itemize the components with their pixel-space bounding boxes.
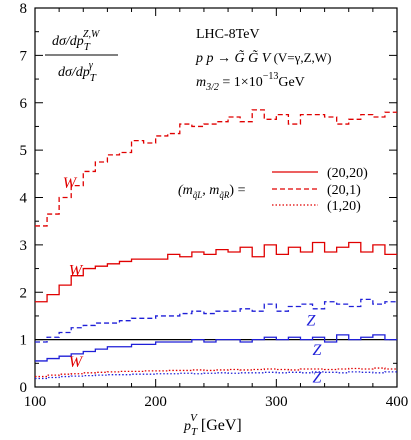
y-tick-label: 6: [20, 96, 28, 112]
y-tick-label: 0: [20, 380, 28, 396]
curve-label: Z: [313, 369, 323, 386]
annotation-block: LHC-8TeV p p → G̃ G̃ V (V=γ,Z,W) m3/2 = …: [195, 27, 331, 93]
curve-label: W: [69, 354, 84, 371]
legend-label-dotted: (1,20): [327, 199, 361, 214]
legend: (mq̃L, mq̃R) = (20,20) (20,1) (1,20): [178, 166, 368, 214]
svg-text:m3/2 = 1×10−13GeV: m3/2 = 1×10−13GeV: [196, 71, 305, 93]
svg-text:pTV [GeV]: pTV [GeV]: [183, 412, 242, 438]
y-tick-label: 3: [20, 238, 28, 254]
svg-text:(mq̃L, mq̃R) =: (mq̃L, mq̃R) =: [178, 183, 246, 200]
x-tick-label: 300: [265, 394, 288, 410]
svg-text:LHC-8TeV: LHC-8TeV: [196, 27, 260, 42]
series-line: [35, 241, 397, 303]
y-tick-label: 1: [20, 333, 28, 349]
svg-text:dσ/dpTγ: dσ/dpTγ: [58, 60, 97, 84]
curve-label: W: [69, 263, 84, 280]
x-tick-label: 200: [144, 394, 167, 410]
x-axis-label: pTV [GeV]: [183, 412, 242, 438]
y-tick-label: 5: [20, 143, 28, 159]
x-tick-label: 100: [24, 394, 47, 410]
legend-label-dashed: (20,1): [327, 183, 361, 198]
curve-label: Z: [307, 312, 317, 329]
series-line: [35, 334, 397, 362]
series-line: [35, 371, 397, 380]
y-tick-label: 8: [20, 1, 28, 17]
y-tick-label: 7: [20, 48, 28, 64]
x-tick-label: 400: [386, 394, 409, 410]
curve-label: Z: [313, 342, 323, 359]
series-line: [35, 298, 397, 343]
y-axis-label: dσ/dpTZ,W dσ/dpTγ: [45, 29, 118, 84]
curve-label: W: [63, 175, 78, 192]
svg-text:p p → G̃ G̃ V (V=γ,Z,W): p p → G̃ G̃ V (V=γ,Z,W): [195, 50, 331, 66]
tick-labels: 100 200 300 400 0 1 2 3 4 5 6 7 8: [20, 1, 409, 410]
y-tick-label: 4: [20, 191, 28, 207]
y-tick-label: 2: [20, 285, 28, 301]
legend-label-solid: (20,20): [327, 166, 368, 181]
svg-text:dσ/dpTZ,W: dσ/dpTZ,W: [52, 29, 101, 53]
series-line: [35, 109, 397, 227]
series-line: [35, 367, 397, 378]
series-layer: [35, 109, 397, 380]
